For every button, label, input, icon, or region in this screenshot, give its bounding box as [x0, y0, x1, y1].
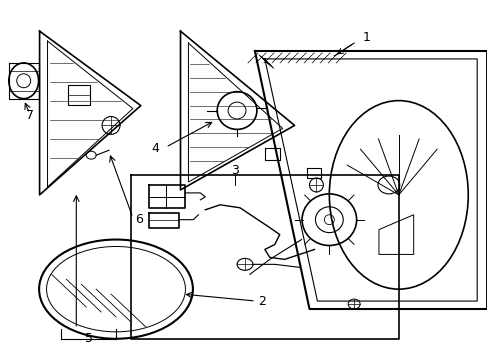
Text: 6: 6 — [135, 213, 142, 226]
Text: 2: 2 — [257, 294, 265, 307]
Text: 5: 5 — [85, 332, 93, 345]
Text: 1: 1 — [363, 31, 370, 44]
Text: 3: 3 — [231, 163, 239, 176]
Text: 7: 7 — [25, 109, 34, 122]
Text: 4: 4 — [151, 142, 159, 155]
